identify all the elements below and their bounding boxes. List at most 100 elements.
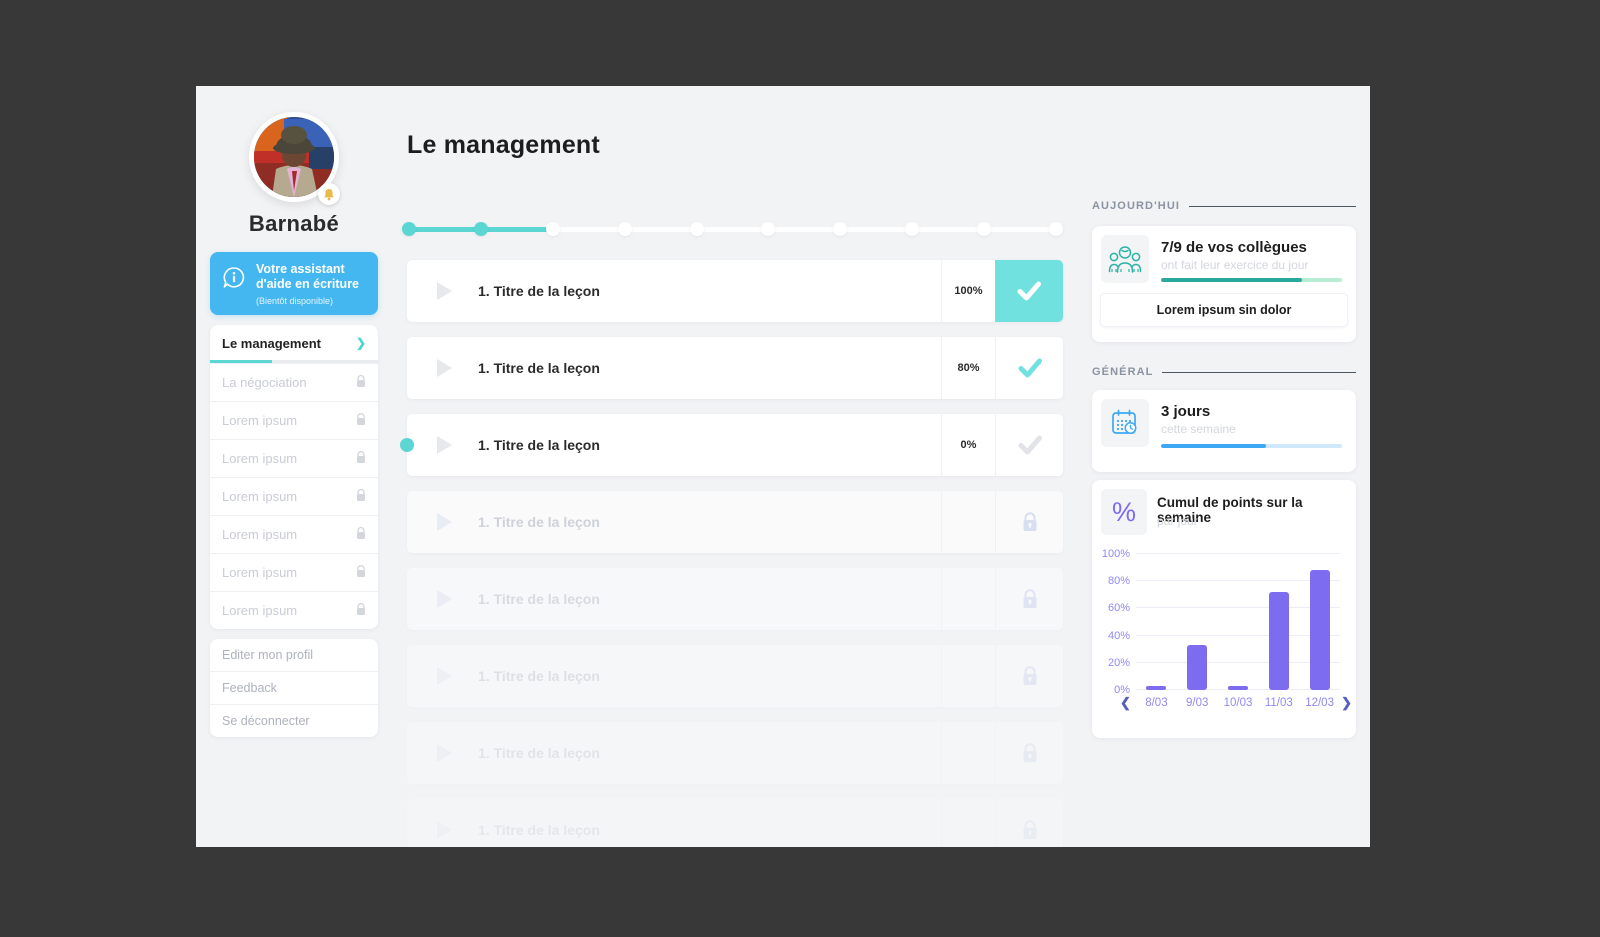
y-axis-tick: 100% xyxy=(1101,548,1130,560)
play-icon[interactable] xyxy=(437,282,452,300)
lesson-percent xyxy=(941,645,995,707)
lesson-title: 1. Titre de la leçon xyxy=(478,745,600,761)
gridline xyxy=(1136,580,1340,582)
step-dot-4[interactable] xyxy=(617,222,632,236)
menu-progress-fill xyxy=(210,359,273,363)
chart-bar-10/03[interactable] xyxy=(1228,686,1248,690)
today-action-button[interactable]: Lorem ipsum sin dolor xyxy=(1100,293,1348,327)
lesson-row[interactable]: 1. Titre de la leçon xyxy=(407,722,1063,784)
sidebar-item-lorem-ipsum[interactable]: Lorem ipsum xyxy=(210,402,378,440)
lesson-row[interactable]: 1. Titre de la leçon xyxy=(407,568,1063,630)
lesson-percent xyxy=(941,722,995,784)
chart-prev-button[interactable]: ❮ xyxy=(1120,695,1131,710)
lesson-status[interactable] xyxy=(995,260,1063,322)
weekly-points-card: % Cumul de points sur la semaine par jou… xyxy=(1092,480,1356,738)
sidebar-item-lorem-ipsum[interactable]: Lorem ipsum xyxy=(210,478,378,516)
chart-bar-12/03[interactable] xyxy=(1309,570,1330,690)
lock-icon xyxy=(356,602,366,619)
sidebar-item-lorem-ipsum[interactable]: Lorem ipsum xyxy=(210,592,378,629)
sidebar-item-label: La négociation xyxy=(222,375,307,390)
x-axis-label: 12/03 xyxy=(1305,697,1334,709)
assistant-texts: Votre assistant d'aide en écriture (Bien… xyxy=(256,262,367,306)
lesson-status[interactable] xyxy=(995,491,1063,553)
chart-bar-9/03[interactable] xyxy=(1187,645,1208,690)
general-stat: 3 jours xyxy=(1161,403,1211,420)
lesson-title: 1. Titre de la leçon xyxy=(478,283,600,299)
page-title: Le management xyxy=(407,131,600,159)
lesson-title: 1. Titre de la leçon xyxy=(478,668,600,684)
x-axis-label: 9/03 xyxy=(1186,697,1209,709)
lesson-status[interactable] xyxy=(995,337,1063,399)
play-icon[interactable] xyxy=(437,359,452,377)
sidebar-item-lorem-ipsum[interactable]: Lorem ipsum xyxy=(210,516,378,554)
gridline xyxy=(1136,634,1340,636)
x-axis-label: 10/03 xyxy=(1223,697,1253,709)
bell-badge[interactable] xyxy=(318,183,340,205)
menu-progress-track xyxy=(210,359,378,363)
step-dot-1[interactable] xyxy=(402,222,416,236)
sidebar-item-label: Lorem ipsum xyxy=(222,527,298,542)
sidebar-item-la-n-gociation[interactable]: La négociation xyxy=(210,364,378,402)
lesson-status[interactable] xyxy=(995,568,1063,630)
gridline xyxy=(1136,661,1340,663)
step-dot-5[interactable] xyxy=(689,222,704,236)
calendar-clock-icon xyxy=(1101,399,1149,447)
general-stat-sub: cette semaine xyxy=(1161,422,1236,436)
lock-icon xyxy=(356,564,366,581)
step-dot-8[interactable] xyxy=(905,222,920,236)
lesson-status[interactable] xyxy=(995,722,1063,784)
sidebar-item-lorem-ipsum[interactable]: Lorem ipsum xyxy=(210,440,378,478)
y-axis-tick: 20% xyxy=(1107,656,1130,669)
lesson-status[interactable] xyxy=(995,799,1063,847)
assistant-banner[interactable]: Votre assistant d'aide en écriture (Bien… xyxy=(210,252,378,315)
avatar[interactable] xyxy=(249,112,340,205)
lesson-title: 1. Titre de la leçon xyxy=(478,591,600,607)
user-name: Barnabé xyxy=(248,211,340,236)
footer-item-se-d-connecter[interactable]: Se déconnecter xyxy=(222,713,310,728)
play-icon[interactable] xyxy=(437,744,452,762)
play-icon[interactable] xyxy=(437,436,452,454)
right-panel: AUJOURD'HUI xyxy=(1092,86,1356,738)
chart-bar-11/03[interactable] xyxy=(1268,592,1289,690)
chart-next-button[interactable]: ❯ xyxy=(1341,695,1352,710)
lock-icon xyxy=(356,412,366,429)
step-dot-6[interactable] xyxy=(761,222,776,236)
percent-glyph: % xyxy=(1111,496,1136,527)
x-axis-label: 8/03 xyxy=(1145,697,1168,709)
sidebar-item-le-management[interactable]: Le management ❯ xyxy=(210,325,378,364)
step-dot-7[interactable] xyxy=(833,222,848,236)
play-icon[interactable] xyxy=(437,667,452,685)
step-dot-9[interactable] xyxy=(977,222,991,236)
sidebar-item-lorem-ipsum[interactable]: Lorem ipsum xyxy=(210,554,378,592)
today-card: 7/9 de vos collègues ont fait leur exerc… xyxy=(1092,226,1356,342)
footer-item-editer-mon-profil[interactable]: Editer mon profil xyxy=(210,639,378,672)
lesson-row[interactable]: 1. Titre de la leçon xyxy=(407,491,1063,553)
step-dot-10[interactable] xyxy=(1048,222,1063,236)
lesson-row[interactable]: 1. Titre de la leçon 80% xyxy=(407,337,1063,399)
footer-item-feedback[interactable]: Feedback xyxy=(210,672,378,705)
lesson-status[interactable] xyxy=(995,645,1063,707)
lock-icon xyxy=(356,526,366,543)
lesson-title: 1. Titre de la leçon xyxy=(478,822,600,838)
lesson-row[interactable]: 1. Titre de la leçon xyxy=(407,645,1063,707)
play-icon[interactable] xyxy=(437,590,452,608)
stepper-track xyxy=(408,227,1057,232)
lesson-row[interactable]: 1. Titre de la leçon xyxy=(407,799,1063,847)
sidebar-item-label: Lorem ipsum xyxy=(222,603,298,618)
step-dot-2[interactable] xyxy=(473,222,488,236)
play-icon[interactable] xyxy=(437,821,452,839)
today-progress-fill xyxy=(1161,278,1303,282)
play-icon[interactable] xyxy=(437,513,452,531)
lock-icon xyxy=(1023,819,1036,839)
lesson-row[interactable]: 1. Titre de la leçon 0% xyxy=(400,414,1063,476)
check-icon xyxy=(1017,281,1041,301)
chart-x-labels: 8/03 9/03 10/03 11/03 12/03 xyxy=(1136,697,1340,709)
today-stat-sub: ont fait leur exercice du jour xyxy=(1161,258,1309,272)
lesson-row[interactable]: 1. Titre de la leçon 100% xyxy=(407,260,1063,322)
chart-bar-8/03[interactable] xyxy=(1146,686,1167,690)
header-rule xyxy=(1189,205,1356,207)
lesson-percent xyxy=(941,799,995,847)
lesson-status[interactable] xyxy=(995,414,1063,476)
step-dot-3[interactable] xyxy=(545,222,560,236)
sidebar-item-label: Lorem ipsum xyxy=(222,489,298,504)
